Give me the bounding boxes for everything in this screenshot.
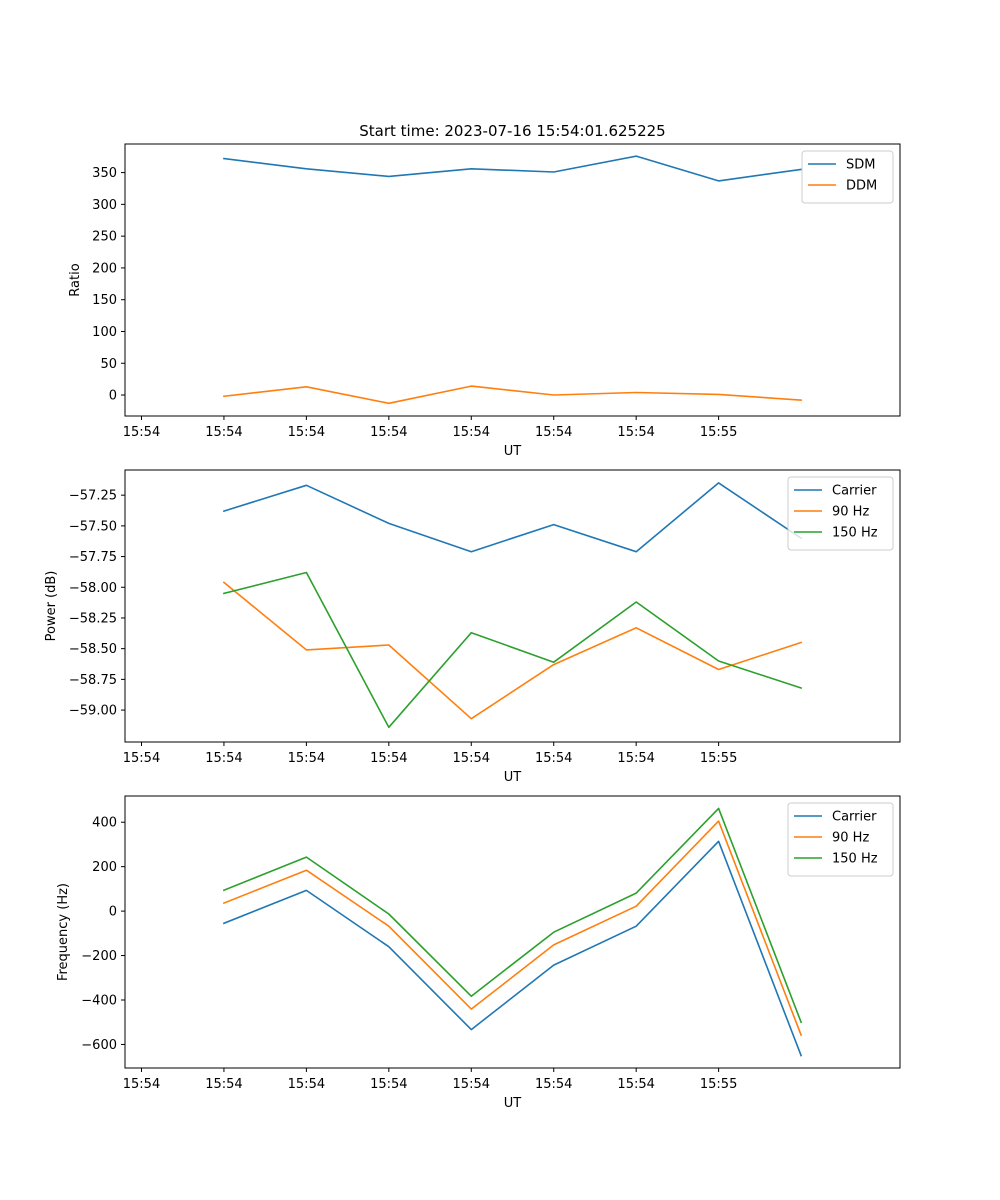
x-tick-label: 15:54 (617, 751, 654, 766)
x-tick-label: 15:54 (617, 1077, 654, 1092)
x-tick-label: 15:54 (453, 1077, 490, 1092)
chart-title: Start time: 2023-07-16 15:54:01.625225 (359, 122, 665, 140)
axes-frame (124, 795, 901, 1069)
legend: Carrier 90 Hz 150 Hz (787, 802, 894, 877)
x-tick-label: 15:54 (453, 425, 490, 440)
series-line-sdm (223, 155, 803, 182)
y-tick-label: 200 (92, 261, 117, 276)
panels: 15:54 15:54 15:54 15:54 15:54 15:54 15:54 15:55… (44, 143, 901, 1111)
axes-frame (124, 469, 901, 743)
axes-frame (124, 143, 901, 417)
x-tick-label: 15:54 (617, 425, 654, 440)
y-tick-label: 150 (92, 293, 117, 308)
subplot-1: 15:54 15:54 15:54 15:54 15:54 15:54 15:54 15:55… (68, 143, 901, 459)
series-line-carrier (222, 840, 803, 1057)
x-tick-label: 15:54 (205, 1077, 242, 1092)
y-tick-label: −58.00 (69, 581, 117, 596)
y-tick-label: −57.50 (69, 519, 117, 534)
series-line-150-hz (222, 807, 803, 1024)
y-tick-label: 0 (109, 905, 117, 920)
x-axis-label: UT (504, 1096, 522, 1111)
x-tick-label: 15:54 (370, 751, 407, 766)
y-tick-label: 400 (92, 816, 117, 831)
y-tick-label: 0 (109, 389, 117, 404)
legend-label: Carrier (832, 810, 877, 825)
subplot-3: 15:54 15:54 15:54 15:54 15:54 15:54 15:54 15:55… (56, 795, 901, 1111)
y-tick-label: 350 (92, 166, 117, 181)
legend-label: 90 Hz (832, 831, 869, 846)
y-axis-label: Power (dB) (44, 571, 59, 642)
y-tick-label: 50 (100, 357, 117, 372)
x-tick-label: 15:54 (205, 751, 242, 766)
x-tick-label: 15:54 (288, 425, 325, 440)
x-tick-label: 15:54 (370, 425, 407, 440)
y-tick-label: −600 (81, 1038, 117, 1053)
x-tick-label: 15:54 (205, 425, 242, 440)
legend-label: DDM (846, 179, 877, 194)
legend: Carrier 90 Hz 150 Hz (787, 476, 894, 551)
x-axis-label: UT (504, 770, 522, 785)
y-tick-label: 300 (92, 198, 117, 213)
y-tick-label: −58.75 (69, 673, 117, 688)
x-axis-label: UT (504, 444, 522, 459)
legend-label: SDM (846, 158, 875, 173)
legend-label: 150 Hz (832, 526, 878, 541)
y-tick-label: 200 (92, 860, 117, 875)
series-line-90-hz (222, 581, 803, 720)
y-tick-label: −59.00 (69, 704, 117, 719)
legend: SDM DDM (801, 150, 894, 204)
y-tick-label: −200 (81, 949, 117, 964)
x-tick-label: 15:54 (123, 1077, 160, 1092)
x-tick-label: 15:55 (700, 425, 737, 440)
x-tick-label: 15:54 (288, 1077, 325, 1092)
y-tick-label: 250 (92, 230, 117, 245)
series-line-ddm (223, 385, 802, 405)
y-axis-label: Frequency (Hz) (56, 883, 71, 981)
legend-label: Carrier (832, 484, 877, 499)
x-tick-label: 15:55 (700, 751, 737, 766)
x-tick-label: 15:54 (535, 1077, 572, 1092)
x-tick-label: 15:54 (535, 425, 572, 440)
series-line-90-hz (222, 820, 803, 1037)
legend-label: 150 Hz (832, 852, 878, 867)
series-line-carrier (222, 482, 803, 553)
x-tick-label: 15:54 (453, 751, 490, 766)
subplot-2: 15:54 15:54 15:54 15:54 15:54 15:54 15:54 15:55… (44, 469, 901, 785)
x-tick-label: 15:54 (370, 1077, 407, 1092)
y-axis-label: Ratio (68, 263, 83, 296)
x-tick-label: 15:55 (700, 1077, 737, 1092)
y-tick-label: 100 (92, 325, 117, 340)
x-tick-label: 15:54 (123, 425, 160, 440)
y-tick-label: −57.75 (69, 550, 117, 565)
y-tick-label: −58.25 (69, 611, 117, 626)
y-tick-label: −57.25 (69, 489, 117, 504)
x-tick-label: 15:54 (535, 751, 572, 766)
series-line-150-hz (222, 571, 803, 729)
y-tick-label: −58.50 (69, 642, 117, 657)
x-tick-label: 15:54 (288, 751, 325, 766)
legend-label: 90 Hz (832, 505, 869, 520)
x-tick-label: 15:54 (123, 751, 160, 766)
y-tick-label: −400 (81, 994, 117, 1009)
